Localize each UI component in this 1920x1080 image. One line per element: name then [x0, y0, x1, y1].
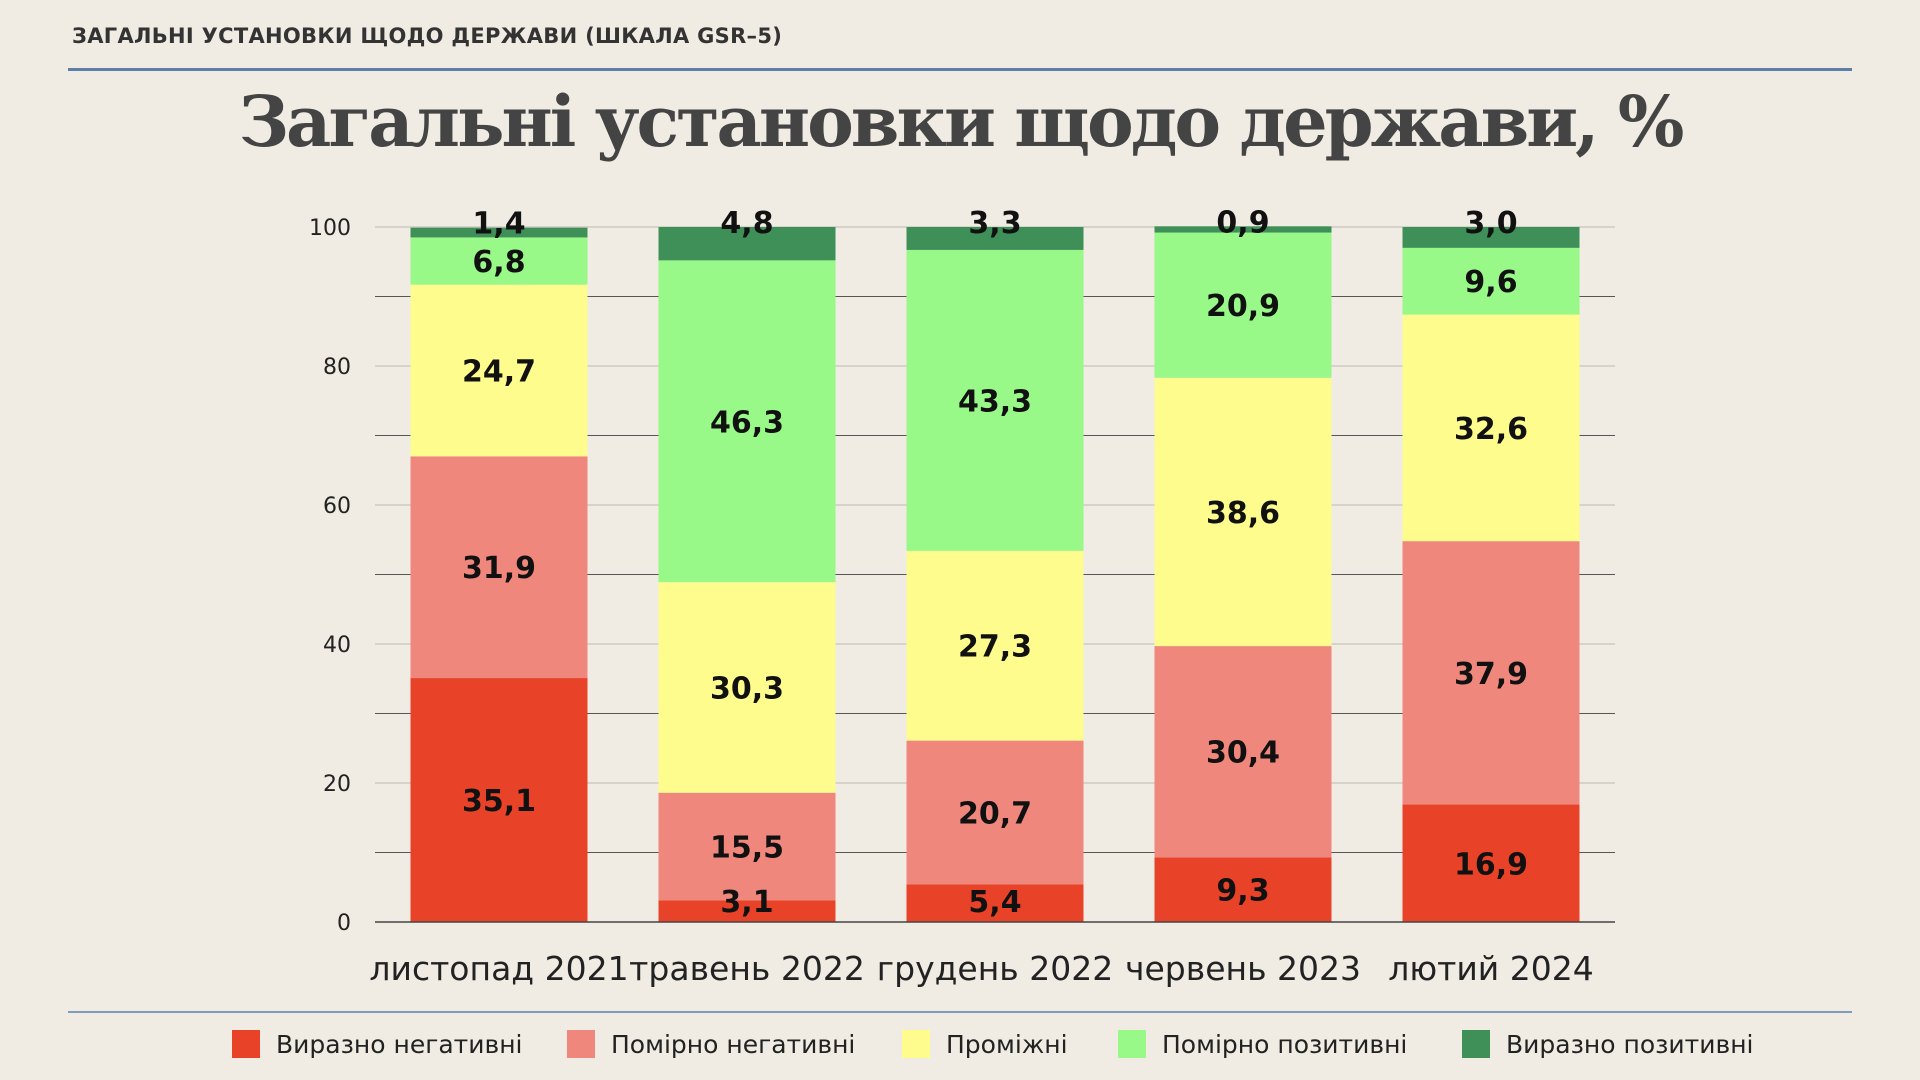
- data-label: 30,4: [1206, 736, 1280, 771]
- bar-segment: [1402, 247, 1580, 315]
- data-label: 30,3: [710, 671, 784, 706]
- bar-segment: [410, 284, 588, 457]
- bar-segment: [906, 550, 1084, 741]
- legend-item: Помірно негативні: [567, 1026, 855, 1062]
- legend-label: Виразно позитивні: [1506, 1029, 1754, 1059]
- data-label: 3,0: [1464, 206, 1517, 241]
- data-label: 15,5: [710, 831, 784, 866]
- data-label: 1,4: [472, 207, 525, 242]
- stacked-bar-chart: 0 20 40 60 80 100 35,1 31,9 24,7 6,81,4 листопад 2…: [309, 205, 1615, 988]
- legend-swatch: [1118, 1030, 1146, 1058]
- data-label: 24,7: [462, 355, 536, 390]
- bar-segment: [1154, 646, 1332, 858]
- legend-swatch: [567, 1030, 595, 1058]
- y-tick-label: 20: [323, 772, 351, 797]
- bar-segment: [1154, 226, 1332, 233]
- data-label: 4,8: [720, 206, 773, 241]
- data-label: 27,3: [958, 630, 1032, 665]
- data-label: 6,8: [472, 245, 525, 280]
- y-tick-label: 0: [337, 911, 351, 936]
- bar-segment: [658, 260, 836, 583]
- bar-segment: [1402, 227, 1580, 248]
- bar-segment: [906, 227, 1084, 250]
- legend-item: Помірно позитивні: [1118, 1026, 1407, 1062]
- legend-label: Проміжні: [946, 1029, 1068, 1059]
- legend-label: Помірно негативні: [611, 1029, 856, 1059]
- legend-swatch: [232, 1030, 260, 1058]
- bar-segment: [1154, 232, 1332, 378]
- bar-segment: [658, 227, 836, 261]
- bar-segment: [410, 227, 588, 238]
- bar-segment: [1402, 314, 1580, 542]
- x-category-label: листопад 2021: [369, 949, 628, 988]
- bar-segment: [410, 678, 588, 922]
- bar-segment: [410, 237, 588, 285]
- y-tick-label: 100: [309, 216, 351, 241]
- bar-segment: [1154, 377, 1332, 647]
- bar-segment: [1402, 541, 1580, 805]
- bar-segment: [1154, 857, 1332, 922]
- legend-item: Виразно негативні: [232, 1026, 522, 1062]
- data-label: 16,9: [1454, 847, 1528, 882]
- bottom-divider: [68, 1011, 1852, 1013]
- data-label: 46,3: [710, 405, 784, 440]
- x-category-label: травень 2022: [629, 949, 865, 988]
- legend-label: Виразно негативні: [276, 1029, 523, 1059]
- data-label: 38,6: [1206, 496, 1280, 531]
- top-divider: [68, 68, 1852, 71]
- legend-item: Проміжні: [902, 1026, 1068, 1062]
- legend-swatch: [902, 1030, 930, 1058]
- bar-segment: [658, 900, 836, 922]
- legend-label: Помірно позитивні: [1162, 1029, 1408, 1059]
- data-label: 31,9: [462, 551, 536, 586]
- slide-header: ЗАГАЛЬНІ УСТАНОВКИ ЩОДО ДЕРЖАВИ (ШКАЛА G…: [72, 24, 783, 48]
- bar-segment: [410, 456, 588, 679]
- data-label: 20,7: [958, 797, 1032, 832]
- bar-segment: [1402, 804, 1580, 922]
- bar-segment: [658, 792, 836, 901]
- data-label: 20,9: [1206, 289, 1280, 324]
- data-label: 9,6: [1464, 265, 1517, 300]
- data-label: 3,3: [968, 206, 1021, 241]
- x-category-label: червень 2023: [1125, 949, 1361, 988]
- x-category-label: грудень 2022: [877, 949, 1113, 988]
- x-category-label: лютий 2024: [1388, 949, 1593, 988]
- bar-segment: [906, 740, 1084, 885]
- data-label: 32,6: [1454, 412, 1528, 447]
- data-label: 9,3: [1216, 874, 1269, 909]
- legend-item: Виразно позитивні: [1462, 1026, 1754, 1062]
- data-label: 37,9: [1454, 657, 1528, 692]
- data-label: 35,1: [462, 784, 536, 819]
- bar-segment: [658, 582, 836, 793]
- legend-swatch: [1462, 1030, 1490, 1058]
- bar-segment: [906, 249, 1084, 551]
- y-tick-label: 40: [323, 633, 351, 658]
- chart-title: Загальні установки щодо держави, %: [238, 80, 1685, 163]
- y-tick-label: 80: [323, 355, 351, 380]
- chart-legend: Виразно негативні Помірно негативні Проміж…: [0, 1026, 1920, 1066]
- data-label: 0,9: [1216, 205, 1269, 240]
- y-tick-label: 60: [323, 494, 351, 519]
- data-label: 43,3: [958, 384, 1032, 419]
- data-label: 3,1: [720, 885, 773, 920]
- data-label: 5,4: [968, 885, 1021, 920]
- bar-segment: [906, 884, 1084, 922]
